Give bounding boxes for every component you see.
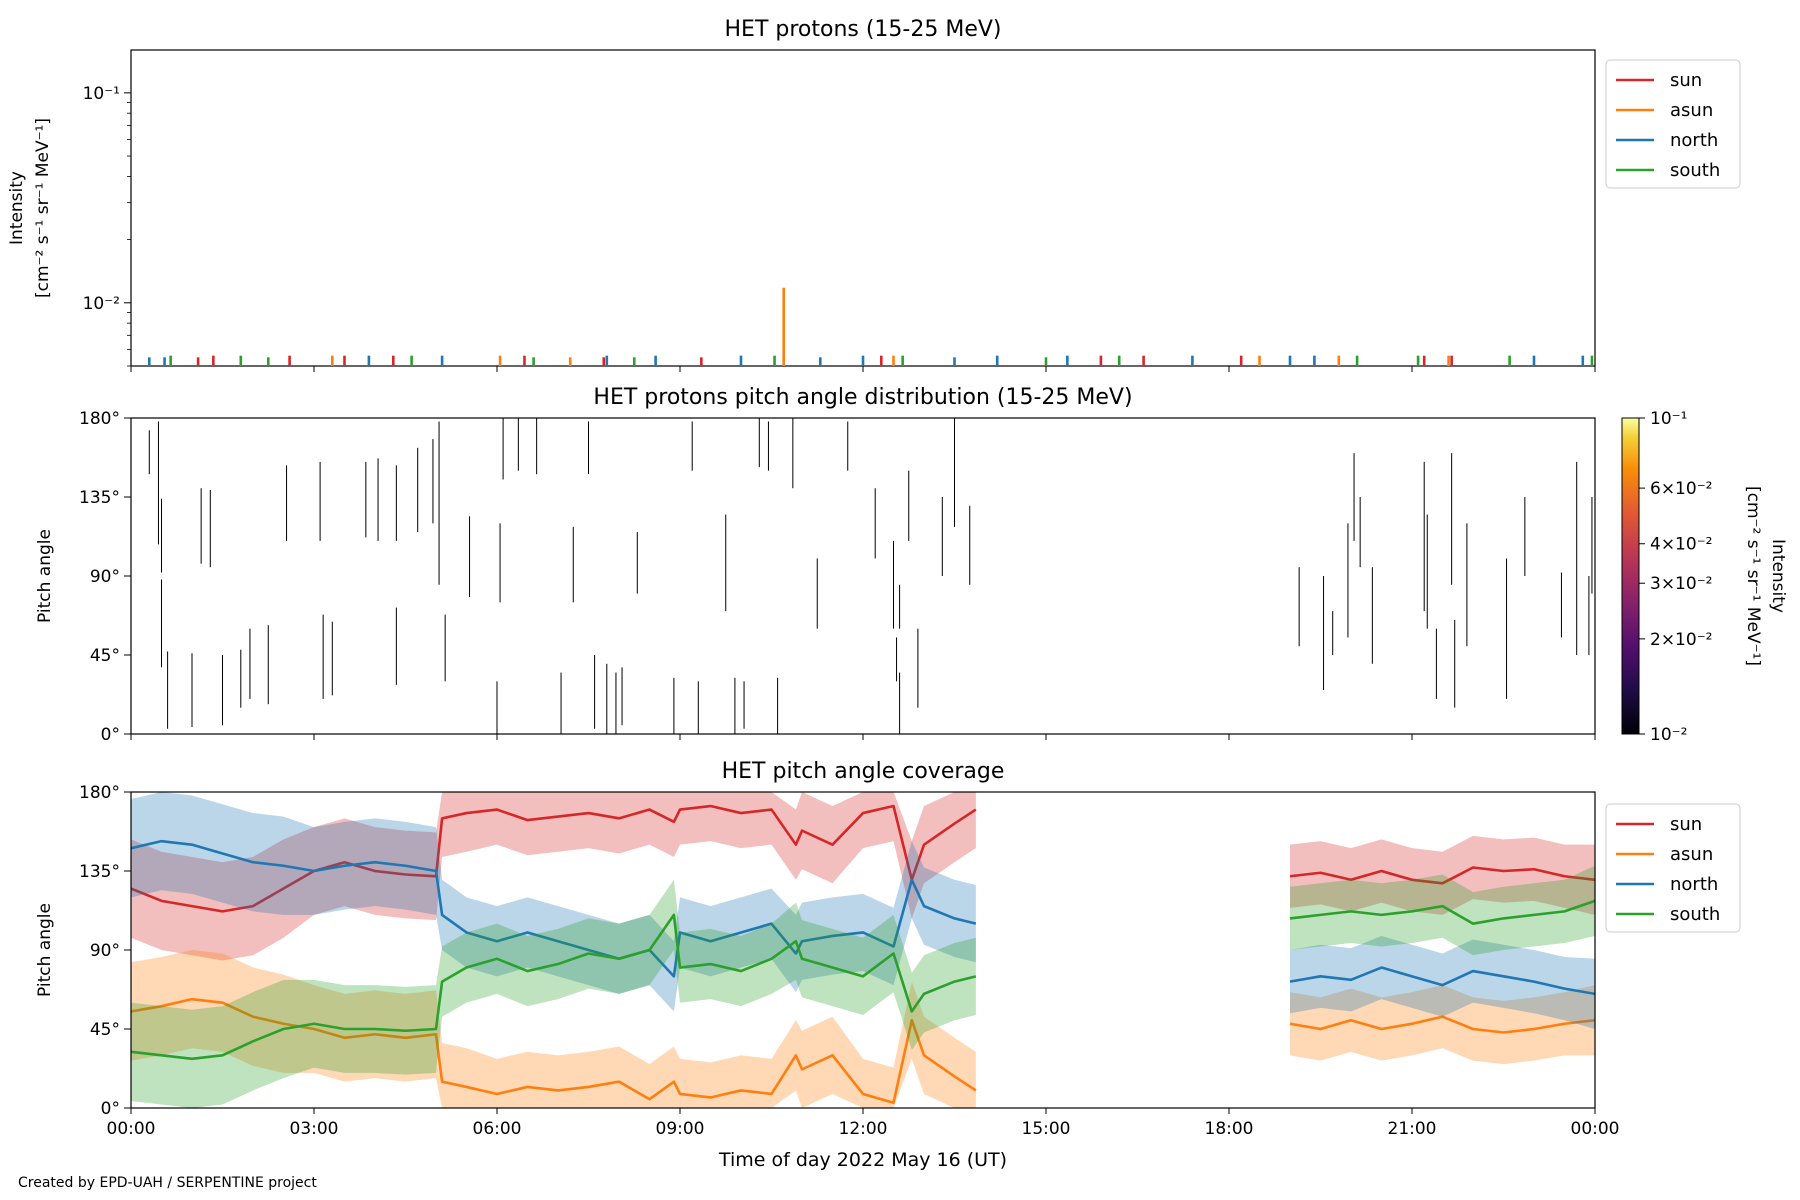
panel-coverage-title: HET pitch angle coverage xyxy=(722,759,1005,784)
line-asun xyxy=(1289,1015,1595,1034)
x-tick-label: 06:00 xyxy=(473,1119,522,1139)
y-tick-label: 180° xyxy=(79,409,120,429)
panel-intensity-frame xyxy=(130,49,1596,367)
legend-label-north: north xyxy=(1670,874,1718,895)
colorbar-label: Intensity xyxy=(1768,539,1788,613)
panel-coverage: HET pitch angle coverage 0° 45° 90° 135° 180… xyxy=(35,759,1741,1171)
panel-pad-frame xyxy=(130,417,1596,735)
line-north xyxy=(1289,966,1595,996)
panel-intensity-legend: sun asun north south xyxy=(1605,59,1741,189)
legend-box xyxy=(1605,803,1741,933)
y-tick-label: 90° xyxy=(90,941,120,961)
panel-pad-title: HET protons pitch angle distribution (15… xyxy=(593,385,1132,410)
line-north xyxy=(131,839,977,978)
x-tick-label: 18:00 xyxy=(1205,1119,1254,1139)
colorbar-label-units: [cm⁻² s⁻¹ sr⁻¹ MeV⁻¹] xyxy=(1743,486,1763,666)
x-tick-label: 12:00 xyxy=(839,1119,888,1139)
line-south xyxy=(1289,899,1595,925)
colorbar-tick-label: 4×10⁻² xyxy=(1650,535,1712,555)
panel-intensity-yticks: 10⁻² 10⁻¹ xyxy=(83,84,131,367)
colorbar-tick-label: 10⁻² xyxy=(1650,725,1687,745)
panel-coverage-yticks: 0° 45° 90° 135° 180° xyxy=(79,783,131,1119)
y-tick-label: 90° xyxy=(90,567,120,587)
panel-coverage-xticks: 00:00 03:00 06:00 09:00 12:00 15:00 18:00 21:00… xyxy=(107,1108,1620,1139)
legend-box xyxy=(1605,59,1741,189)
colorbar-ticks: 10⁻² 2×10⁻² 3×10⁻² 4×10⁻² 6×10⁻² 10⁻¹ xyxy=(1639,409,1712,745)
x-tick-label: 15:00 xyxy=(1022,1119,1071,1139)
panel-pad-xticks xyxy=(130,734,1596,740)
colorbar-tick-label: 10⁻¹ xyxy=(1650,409,1687,429)
colorbar-gradient xyxy=(1621,417,1640,735)
panel-intensity-title: HET protons (15-25 MeV) xyxy=(725,17,1002,42)
panel-intensity-series xyxy=(148,287,1594,366)
line-south xyxy=(131,913,977,1061)
panel-coverage-series xyxy=(131,792,1595,1108)
y-tick-label: 45° xyxy=(90,1020,120,1040)
band-asun xyxy=(131,950,976,1108)
panel-pad-ylabel: Pitch angle xyxy=(35,529,55,623)
band-south xyxy=(1290,865,1595,956)
colorbar: 10⁻² 2×10⁻² 3×10⁻² 4×10⁻² 6×10⁻² 10⁻¹ Intensi… xyxy=(1621,409,1788,745)
panel-pad: HET protons pitch angle distribution (15… xyxy=(35,385,1788,745)
panel-pad-cells xyxy=(148,418,1593,734)
x-tick-label: 21:00 xyxy=(1388,1119,1437,1139)
x-tick-label: 03:00 xyxy=(290,1119,339,1139)
xaxis-label: Time of day 2022 May 16 (UT) xyxy=(718,1149,1007,1171)
line-sun xyxy=(1289,866,1595,885)
y-tick-label: 10⁻¹ xyxy=(83,84,120,104)
colorbar-tick-label: 3×10⁻² xyxy=(1650,574,1712,594)
panel-pad-yticks: 0° 45° 90° 135° 180° xyxy=(79,409,131,745)
x-tick-label: 09:00 xyxy=(656,1119,705,1139)
colorbar-tick-label: 2×10⁻² xyxy=(1650,630,1712,650)
panel-intensity-xticks xyxy=(130,366,1596,372)
y-tick-label: 45° xyxy=(90,646,120,666)
y-tick-label: 135° xyxy=(79,862,120,882)
line-sun xyxy=(131,804,977,913)
x-tick-label: 00:00 xyxy=(1571,1119,1620,1139)
panel-coverage-legend: sun asun north south xyxy=(1605,803,1741,933)
legend-label-sun: sun xyxy=(1670,814,1702,835)
x-tick-label: 00:00 xyxy=(107,1119,156,1139)
band-sun xyxy=(131,792,976,961)
panel-coverage-ylabel: Pitch angle xyxy=(35,903,55,997)
legend-label-sun: sun xyxy=(1670,70,1702,91)
legend-label-south: south xyxy=(1670,904,1720,925)
legend-label-asun: asun xyxy=(1670,844,1713,865)
y-tick-label: 0° xyxy=(101,1099,120,1119)
legend-label-south: south xyxy=(1670,160,1720,181)
panel-intensity: HET protons (15-25 MeV) 10⁻² 10⁻¹ Intensi… xyxy=(7,17,1741,372)
band-north xyxy=(131,792,976,1012)
line-asun xyxy=(131,997,977,1105)
y-tick-label: 10⁻² xyxy=(83,294,120,314)
band-north xyxy=(1290,935,1595,1029)
band-south xyxy=(131,879,976,1108)
y-tick-label: 135° xyxy=(79,488,120,508)
panel-intensity-ylabel: Intensity xyxy=(7,171,27,245)
y-tick-label: 0° xyxy=(101,725,120,745)
legend-label-north: north xyxy=(1670,130,1718,151)
panel-intensity-ylabel-units: [cm⁻² s⁻¹ sr⁻¹ MeV⁻¹] xyxy=(33,118,53,298)
legend-label-asun: asun xyxy=(1670,100,1713,121)
y-tick-label: 180° xyxy=(79,783,120,803)
band-sun xyxy=(1290,835,1595,915)
band-asun xyxy=(1290,985,1595,1065)
credit-note: Created by EPD-UAH / SERPENTINE project xyxy=(18,1175,317,1191)
colorbar-tick-label: 6×10⁻² xyxy=(1650,479,1712,499)
